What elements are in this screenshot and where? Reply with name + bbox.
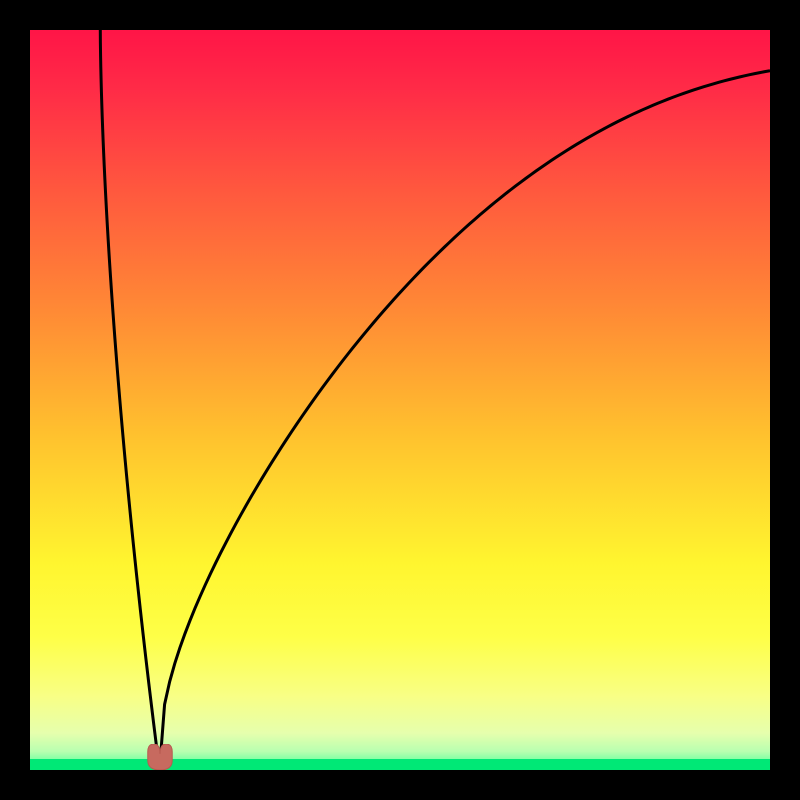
curve-right-branch — [160, 71, 771, 770]
heart-icon — [147, 744, 171, 770]
chart-frame: TheBottleneck.com — [0, 0, 800, 800]
curve-left-branch — [100, 30, 159, 770]
optimal-point-marker — [143, 744, 177, 770]
bottleneck-curve — [30, 30, 770, 770]
plot-area — [30, 30, 770, 770]
